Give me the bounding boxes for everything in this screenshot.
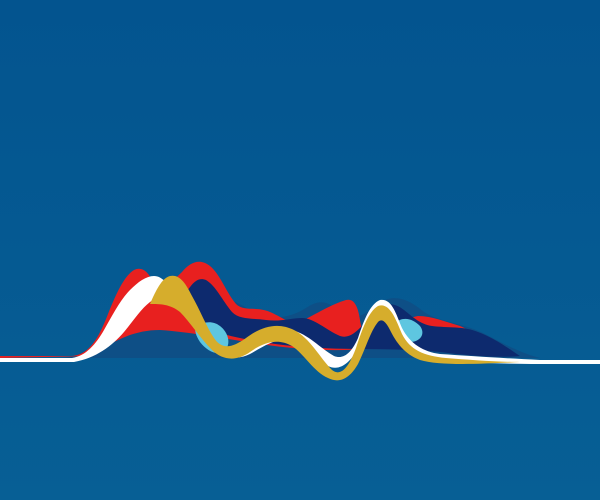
white-ribbon [0,276,186,362]
white-ribbon-mid [208,299,600,368]
baseline-right [520,360,600,362]
gold-ribbon [150,275,520,381]
